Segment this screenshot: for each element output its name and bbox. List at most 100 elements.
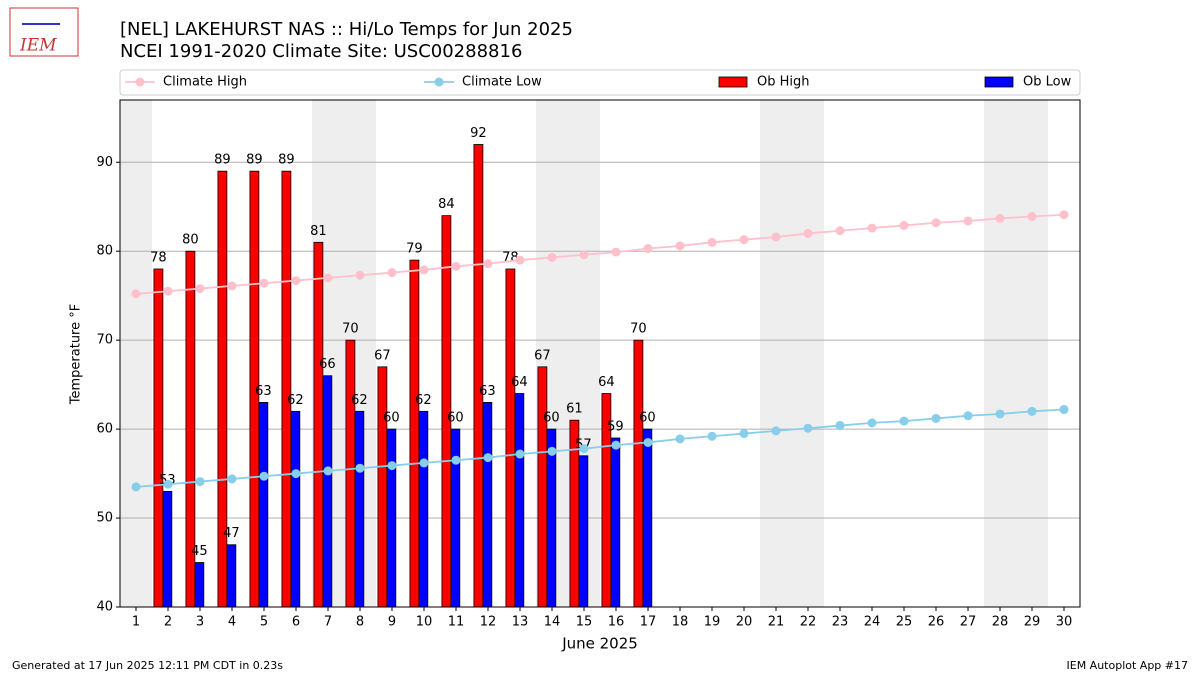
x-tick-label: 25 <box>896 615 913 630</box>
x-tick-label: 28 <box>992 615 1009 630</box>
weekend-shade <box>760 100 792 607</box>
y-tick-label: 40 <box>96 600 113 615</box>
x-tick-label: 14 <box>544 615 561 630</box>
data-label: 45 <box>191 544 208 559</box>
marker <box>643 244 653 254</box>
x-tick-label: 13 <box>512 615 529 630</box>
data-label: 59 <box>607 420 624 435</box>
legend-label: Climate Low <box>462 75 542 90</box>
marker <box>323 273 333 283</box>
marker <box>803 228 813 238</box>
x-axis-label: June 2025 <box>561 635 638 653</box>
marker <box>675 434 685 444</box>
marker <box>419 265 429 275</box>
data-label: 70 <box>342 322 359 337</box>
bar <box>345 339 356 608</box>
marker <box>163 286 173 296</box>
marker <box>899 220 909 230</box>
bar <box>217 170 228 608</box>
data-label: 80 <box>182 233 199 248</box>
data-label: 84 <box>438 197 455 212</box>
marker <box>739 429 749 439</box>
y-tick-label: 50 <box>96 511 113 526</box>
marker <box>355 463 365 473</box>
marker <box>995 213 1005 223</box>
data-label: 64 <box>511 375 528 390</box>
x-tick-label: 11 <box>448 615 465 630</box>
marker <box>419 458 429 468</box>
marker <box>611 440 621 450</box>
data-label: 60 <box>543 411 560 426</box>
y-tick-label: 70 <box>96 333 113 348</box>
bar <box>153 268 164 608</box>
marker <box>707 237 717 247</box>
x-tick-label: 2 <box>164 615 172 630</box>
x-tick-label: 9 <box>388 615 396 630</box>
legend-label: Ob High <box>757 75 810 90</box>
legend-swatch <box>984 76 1014 88</box>
logo: IEM <box>19 36 57 56</box>
data-label: 89 <box>246 153 263 168</box>
marker <box>931 218 941 228</box>
bar <box>642 428 653 608</box>
y-tick-label: 90 <box>96 155 113 170</box>
bar <box>377 366 388 608</box>
bar <box>610 437 621 608</box>
marker <box>131 482 141 492</box>
bar <box>537 366 548 608</box>
bar <box>482 402 493 608</box>
x-tick-label: 12 <box>480 615 497 630</box>
plot-frame <box>119 99 1081 608</box>
x-tick-label: 6 <box>292 615 300 630</box>
x-tick-label: 26 <box>928 615 945 630</box>
x-tick-label: 19 <box>704 615 721 630</box>
x-tick-label: 7 <box>324 615 332 630</box>
bar <box>290 410 301 608</box>
marker <box>675 241 685 251</box>
data-label: 81 <box>310 224 327 239</box>
marker <box>963 411 973 421</box>
bar <box>313 241 324 608</box>
marker <box>803 423 813 433</box>
marker <box>195 284 205 294</box>
marker <box>995 409 1005 419</box>
marker <box>483 453 493 463</box>
chart-title: [NEL] LAKEHURST NAS :: Hi/Lo Temps for J… <box>120 19 573 40</box>
marker <box>227 474 237 484</box>
marker <box>1027 406 1037 416</box>
data-label: 92 <box>470 126 487 141</box>
bar <box>473 144 484 608</box>
x-tick-label: 20 <box>736 615 753 630</box>
marker <box>931 413 941 423</box>
data-label: 67 <box>534 348 551 363</box>
marker <box>739 235 749 245</box>
x-tick-label: 22 <box>800 615 817 630</box>
marker <box>547 446 557 456</box>
data-label: 62 <box>415 393 432 408</box>
y-tick-label: 80 <box>96 244 113 259</box>
marker <box>835 421 845 431</box>
data-label: 66 <box>319 357 336 372</box>
legend-swatch <box>718 76 748 88</box>
marker <box>515 255 525 265</box>
marker <box>387 268 397 278</box>
footer-left: Generated at 17 Jun 2025 12:11 PM CDT in… <box>12 659 283 672</box>
weekend-shade <box>120 100 152 607</box>
x-tick-label: 24 <box>864 615 881 630</box>
marker <box>483 259 493 269</box>
marker <box>195 477 205 487</box>
footer-right: IEM Autoplot App #17 <box>1067 659 1189 672</box>
marker <box>547 252 557 262</box>
x-tick-label: 1 <box>132 615 140 630</box>
marker <box>643 437 653 447</box>
data-label: 63 <box>479 384 496 399</box>
data-label: 62 <box>351 393 368 408</box>
bar <box>322 375 333 608</box>
x-tick-label: 10 <box>416 615 433 630</box>
weekend-shade <box>984 100 1016 607</box>
legend-marker <box>434 77 444 87</box>
x-tick-label: 8 <box>356 615 364 630</box>
x-tick-label: 5 <box>260 615 268 630</box>
marker <box>451 261 461 271</box>
x-tick-label: 17 <box>640 615 657 630</box>
